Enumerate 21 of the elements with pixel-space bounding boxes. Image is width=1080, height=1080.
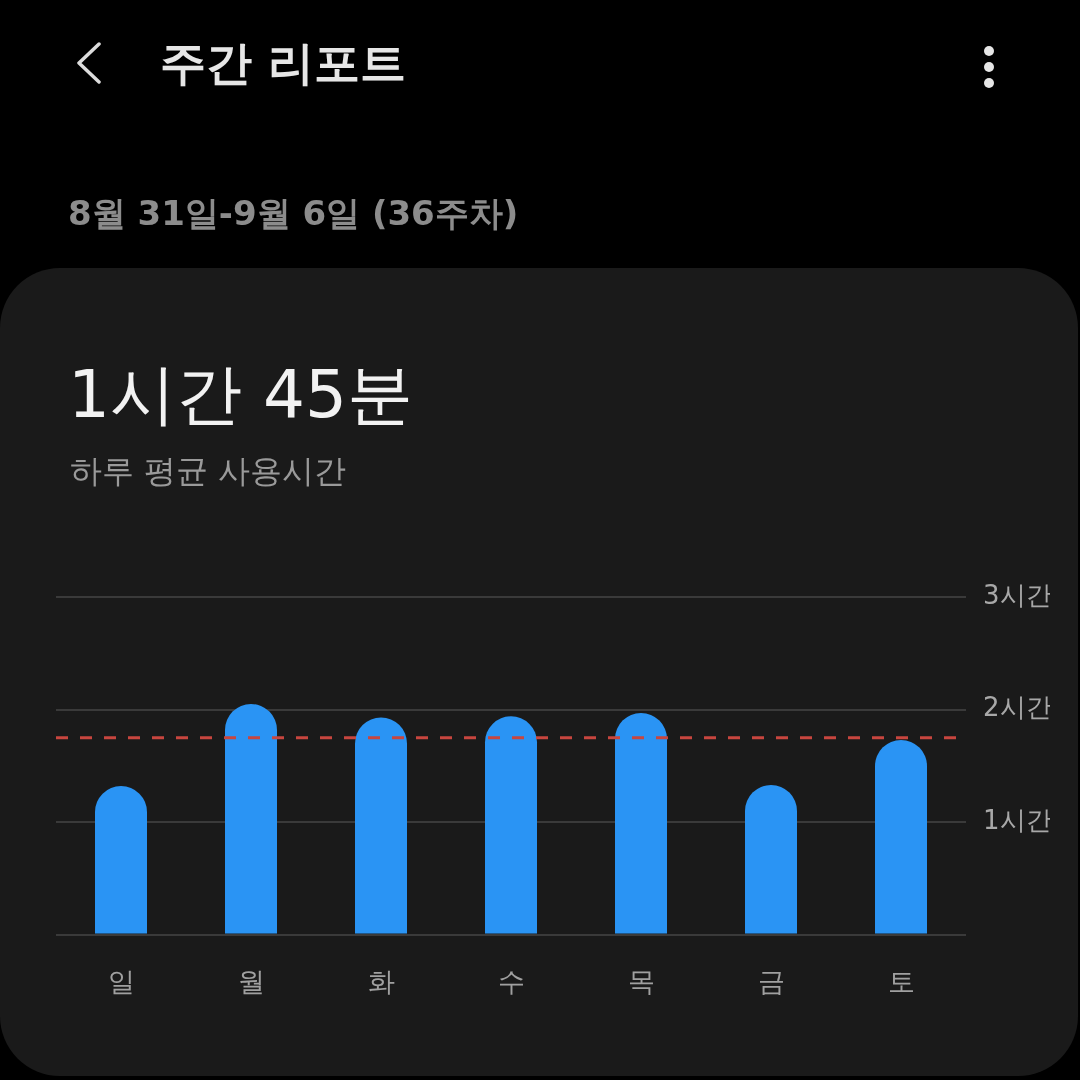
text: 하루 평균 사용시간 — [70, 452, 347, 490]
bar — [615, 712, 667, 934]
bar — [355, 717, 407, 934]
bar — [95, 786, 147, 934]
bar — [485, 716, 537, 934]
x-tick-label: 목 — [627, 965, 655, 997]
bar — [745, 784, 797, 934]
x-tick-label: 금 — [757, 965, 785, 997]
bar — [875, 739, 927, 934]
x-tick-label: 월 — [237, 965, 265, 997]
text: 1시간 45분 — [68, 356, 413, 433]
chart-subtitle: 8월 31일-9월 6일 (36주차) — [68, 193, 519, 233]
chart-title: 주간 리포트 — [160, 36, 407, 90]
y-tick-label: 2시간 — [983, 692, 1052, 723]
x-tick-label: 일 — [107, 965, 135, 997]
y-tick-label: 1시간 — [983, 804, 1052, 835]
x-tick-label: 화 — [367, 965, 395, 997]
x-tick-label: 토 — [887, 965, 915, 997]
x-tick-label: 수 — [497, 965, 525, 997]
y-tick-label: 3시간 — [983, 579, 1052, 610]
bar — [225, 703, 277, 934]
